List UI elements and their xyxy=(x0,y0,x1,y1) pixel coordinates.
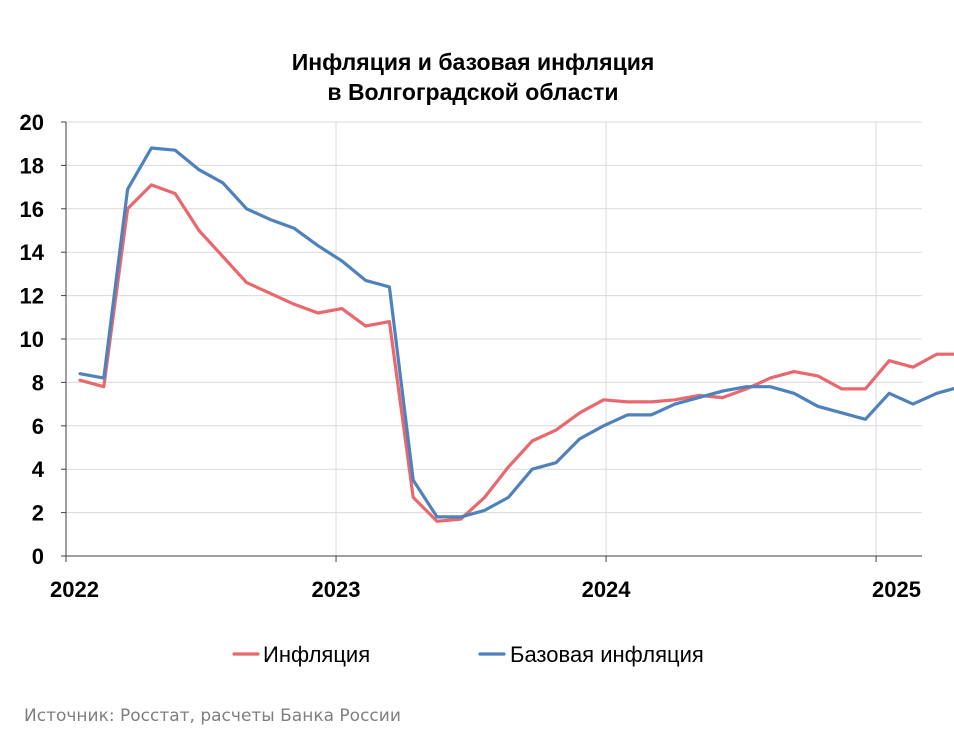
y-tick-label: 10 xyxy=(20,327,44,352)
y-tick-label: 6 xyxy=(32,414,44,439)
y-tick-label: 16 xyxy=(20,197,44,222)
y-tick-label: 20 xyxy=(20,110,44,135)
source-note: Источник: Росстат, расчеты Банка России xyxy=(24,706,401,726)
x-tick-label: 2024 xyxy=(582,577,632,602)
chart-title: Инфляция и базовая инфляция в Волгоградс… xyxy=(292,49,655,105)
y-tick-label: 8 xyxy=(32,370,44,395)
y-tick-label: 14 xyxy=(20,240,45,265)
x-tick-label: 2022 xyxy=(50,577,99,602)
x-tick-labels: 2022 2023 2024 2025 xyxy=(50,577,921,602)
series-line-inflation xyxy=(78,183,954,523)
x-tick-label: 2025 xyxy=(872,577,921,602)
y-tick-labels: 0 2 4 6 8 10 12 14 16 18 20 xyxy=(20,110,45,569)
chart-title-line-2: в Волгоградской области xyxy=(327,79,618,105)
grid xyxy=(66,121,922,556)
axes xyxy=(61,121,922,562)
legend: Инфляция Базовая инфляция xyxy=(232,642,704,667)
y-tick-label: 18 xyxy=(20,153,44,178)
legend-label: Базовая инфляция xyxy=(510,642,704,667)
y-tick-label: 12 xyxy=(20,284,44,309)
series-line-core-inflation xyxy=(78,146,954,519)
y-tick-label: 0 xyxy=(32,544,44,569)
y-tick-label: 4 xyxy=(32,457,45,482)
series-lines xyxy=(78,146,954,523)
y-tick-label: 2 xyxy=(32,501,44,526)
legend-label: Инфляция xyxy=(263,642,370,667)
x-tick-label: 2023 xyxy=(312,577,361,602)
chart-title-line-1: Инфляция и базовая инфляция xyxy=(292,49,655,75)
